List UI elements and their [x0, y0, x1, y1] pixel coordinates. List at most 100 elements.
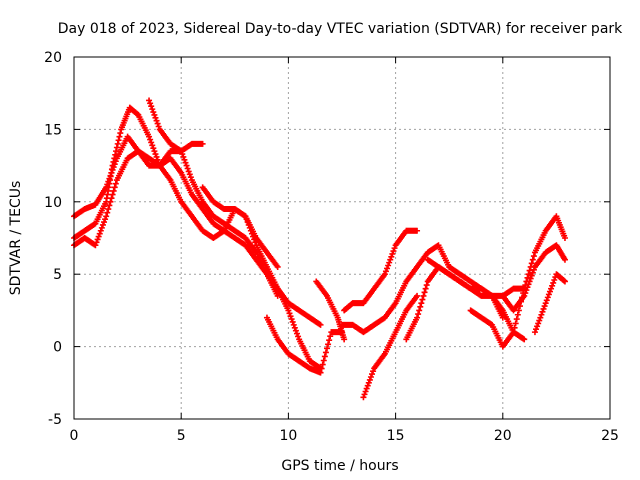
data-point	[521, 336, 528, 343]
data-point	[538, 311, 545, 318]
data-point	[186, 171, 193, 178]
data-point	[111, 161, 118, 168]
series-track-15	[531, 271, 568, 336]
data-point	[523, 287, 530, 294]
y-tick-label: 15	[44, 122, 62, 138]
data-point	[512, 320, 519, 327]
data-point	[533, 326, 540, 333]
x-tick-label: 20	[494, 428, 512, 444]
data-point	[97, 227, 104, 234]
data-point	[148, 139, 155, 146]
x-tick-label: 10	[279, 428, 297, 444]
data-point	[367, 374, 374, 381]
data-point	[414, 292, 421, 299]
series-track-7	[313, 278, 348, 343]
data-point	[107, 172, 114, 179]
data-point	[146, 133, 153, 140]
data-point	[109, 166, 116, 173]
data-point	[317, 321, 324, 328]
data-point	[295, 333, 302, 340]
x-tick-label: 25	[601, 428, 619, 444]
data-point	[542, 300, 549, 307]
data-point	[182, 159, 189, 166]
data-point	[419, 296, 426, 303]
data-point	[150, 109, 157, 116]
data-point	[561, 256, 568, 263]
data-point	[511, 324, 518, 331]
data-point	[536, 317, 543, 324]
data-point	[322, 349, 329, 356]
data-point	[390, 248, 397, 255]
data-point	[148, 103, 155, 110]
data-point	[115, 137, 122, 144]
x-tick-label: 0	[70, 428, 79, 444]
data-point	[422, 285, 429, 292]
data-point	[549, 282, 556, 289]
data-point	[109, 191, 116, 198]
y-axis-label: SDTVAR / TECUs	[8, 181, 24, 296]
data-point	[388, 253, 395, 260]
data-point	[551, 276, 558, 283]
data-point	[525, 271, 532, 278]
data-point	[151, 111, 158, 118]
data-point	[108, 195, 115, 202]
data-point	[113, 144, 120, 151]
data-point	[499, 314, 506, 321]
data-point	[389, 250, 396, 257]
data-point	[529, 256, 536, 263]
data-point	[387, 256, 394, 263]
data-point	[92, 242, 99, 249]
data-point	[274, 263, 281, 270]
data-point	[108, 169, 115, 176]
data-point	[365, 379, 372, 386]
data-point	[421, 289, 428, 296]
data-point	[550, 279, 557, 286]
data-point	[420, 292, 427, 299]
data-point	[361, 391, 368, 398]
data-point	[114, 140, 121, 147]
data-point	[546, 288, 553, 295]
data-point	[319, 361, 326, 368]
data-point	[535, 320, 542, 327]
data-point	[93, 239, 100, 246]
data-point	[288, 316, 295, 323]
x-tick-label: 5	[177, 428, 186, 444]
data-point	[341, 336, 348, 343]
grid-lines	[74, 57, 610, 419]
data-point	[417, 303, 424, 310]
data-point	[323, 345, 330, 352]
data-point	[274, 292, 281, 299]
data-point	[101, 219, 108, 226]
data-point	[321, 353, 328, 360]
data-point	[105, 206, 112, 213]
data-point	[527, 275, 534, 282]
data-point	[539, 308, 546, 315]
data-point	[543, 297, 550, 304]
series-track-8	[341, 227, 421, 314]
data-point	[530, 253, 537, 260]
data-point	[147, 100, 154, 107]
data-point	[106, 175, 113, 182]
data-point	[111, 184, 118, 191]
series-track-5	[199, 184, 281, 270]
data-point	[414, 314, 421, 321]
data-point	[152, 151, 159, 158]
data-point	[147, 136, 154, 143]
data-point	[98, 224, 105, 231]
data-point	[155, 123, 162, 130]
series-track-10	[360, 292, 421, 401]
data-point	[291, 324, 298, 331]
data-point	[385, 262, 392, 269]
data-point	[117, 130, 124, 137]
data-point	[107, 198, 114, 205]
data-point	[290, 321, 297, 328]
data-point	[112, 180, 119, 187]
data-point	[287, 313, 294, 320]
data-point	[327, 333, 334, 340]
y-tick-label: 5	[53, 267, 62, 283]
data-point	[99, 221, 106, 228]
data-point	[289, 318, 296, 325]
data-point	[391, 245, 398, 252]
data-point	[528, 260, 535, 267]
